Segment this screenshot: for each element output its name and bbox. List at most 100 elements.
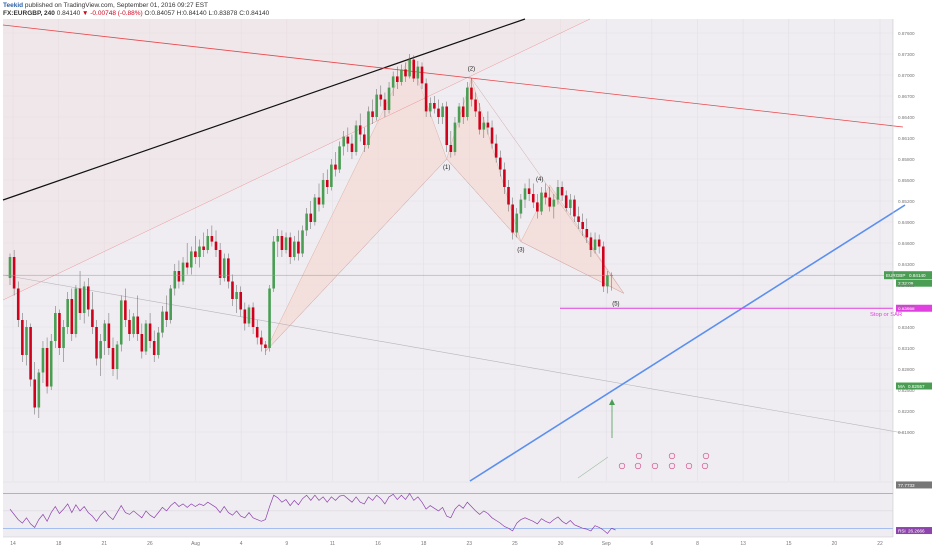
event-marker bbox=[668, 452, 676, 460]
stop-price-tag bbox=[896, 304, 932, 312]
author-name[interactable]: Teekid bbox=[3, 2, 24, 9]
time-tick-label: 6 bbox=[650, 541, 653, 547]
time-tick-label: Aug bbox=[191, 541, 200, 547]
candle-body bbox=[593, 239, 597, 250]
candle-body bbox=[515, 213, 519, 233]
candle-body bbox=[597, 239, 601, 247]
stop-price-value: 0.83668 bbox=[898, 306, 915, 311]
candle-body bbox=[317, 197, 321, 205]
countdown-tag bbox=[896, 279, 932, 287]
candle-body bbox=[301, 230, 304, 254]
candle-body bbox=[498, 157, 502, 170]
candle-body bbox=[391, 76, 395, 88]
candle-body bbox=[16, 288, 20, 320]
candle-body bbox=[189, 251, 193, 268]
price-tick-label: 0.83700 bbox=[898, 304, 915, 309]
pattern-leg bbox=[446, 158, 522, 242]
symbol-label: FX:EURGBP, 240 bbox=[3, 10, 55, 17]
candle-body bbox=[297, 241, 300, 254]
time-tick-label: 4 bbox=[240, 541, 243, 547]
time-tick-label: 18 bbox=[56, 541, 62, 547]
price-tick-label: 0.82200 bbox=[898, 409, 915, 414]
candle-body bbox=[552, 199, 556, 207]
candle-body bbox=[165, 311, 168, 320]
candle-body bbox=[86, 286, 90, 310]
candle-body bbox=[206, 236, 210, 250]
countdown-label: 2:32:09 bbox=[898, 281, 914, 286]
candle-body bbox=[173, 271, 177, 289]
time-tick-label: 18 bbox=[421, 541, 427, 547]
candle-body bbox=[486, 122, 490, 128]
pattern-leg bbox=[471, 78, 625, 294]
candle-body bbox=[511, 204, 514, 233]
current-price-value: 0.84140 bbox=[909, 273, 926, 278]
event-marker bbox=[685, 462, 693, 470]
candle-body bbox=[152, 341, 156, 355]
candle-body bbox=[70, 299, 74, 334]
event-marker bbox=[702, 452, 710, 460]
candle-body bbox=[363, 134, 366, 145]
pattern-point-label: (1) bbox=[443, 165, 450, 171]
candle-body bbox=[280, 236, 284, 250]
price-axis: 0.87600 0.87300 0.87000 0.86700 0.86400 0.861… bbox=[898, 31, 915, 435]
candle-body bbox=[346, 136, 350, 144]
grey-trendline bbox=[2, 274, 904, 434]
pattern-point-label: (5) bbox=[612, 301, 619, 307]
candle-body bbox=[103, 323, 107, 341]
candle-body bbox=[260, 337, 263, 345]
candle-body bbox=[157, 332, 160, 355]
trend-lines bbox=[2, 18, 906, 482]
price-tick-label: 0.84000 bbox=[898, 283, 915, 288]
candle-body bbox=[424, 83, 428, 112]
candle-body bbox=[119, 300, 123, 345]
rsi-tag bbox=[896, 527, 932, 535]
low-value: L:0.83878 bbox=[208, 10, 238, 17]
price-tick-label: 0.87300 bbox=[898, 52, 915, 57]
candle-body bbox=[523, 188, 527, 200]
price-tick-label: 0.85800 bbox=[898, 157, 915, 162]
event-marker bbox=[701, 462, 709, 470]
candle-body bbox=[466, 87, 469, 117]
candle-body bbox=[478, 111, 481, 130]
blue-trendline bbox=[469, 204, 906, 482]
high-value: H:0.84140 bbox=[176, 10, 207, 17]
rsi-upper-value: 77.7733 bbox=[898, 483, 915, 488]
candle-body bbox=[161, 311, 164, 333]
candle-body bbox=[350, 143, 354, 152]
grid bbox=[3, 19, 893, 481]
candle-body bbox=[536, 202, 539, 212]
candle-body bbox=[12, 257, 16, 289]
black-trendline bbox=[2, 18, 526, 201]
rsi-indicator: 77.7733 RSI 26.2666 bbox=[3, 19, 932, 538]
candle-body bbox=[107, 323, 111, 348]
candle-body bbox=[544, 192, 547, 198]
candle-body bbox=[325, 180, 329, 187]
candle-body bbox=[284, 237, 288, 250]
candle-body bbox=[111, 348, 115, 369]
candle-body bbox=[247, 307, 251, 324]
candle-body bbox=[437, 108, 440, 117]
candle-body bbox=[132, 316, 135, 334]
candle-body bbox=[198, 246, 201, 257]
candle-body bbox=[564, 195, 568, 208]
red-channel-line bbox=[2, 18, 591, 301]
candle-body bbox=[243, 309, 247, 324]
candle-body bbox=[453, 122, 457, 152]
candle-body bbox=[169, 288, 172, 320]
candle-body bbox=[255, 327, 259, 338]
candle-body bbox=[461, 106, 465, 117]
red-trendline bbox=[2, 24, 904, 128]
current-price-symbol: EURGBP bbox=[886, 273, 905, 278]
candle-body bbox=[601, 246, 605, 287]
candle-body bbox=[231, 281, 234, 299]
candle-body bbox=[41, 348, 45, 373]
candle-body bbox=[313, 197, 317, 222]
candle-body bbox=[519, 199, 523, 214]
candle-body bbox=[136, 316, 140, 334]
faint-trendline bbox=[577, 456, 609, 479]
time-tick-label: 23 bbox=[467, 541, 473, 547]
candle-body bbox=[210, 236, 214, 242]
price-tick-label: 0.84900 bbox=[898, 220, 915, 225]
candle-body bbox=[177, 271, 181, 282]
